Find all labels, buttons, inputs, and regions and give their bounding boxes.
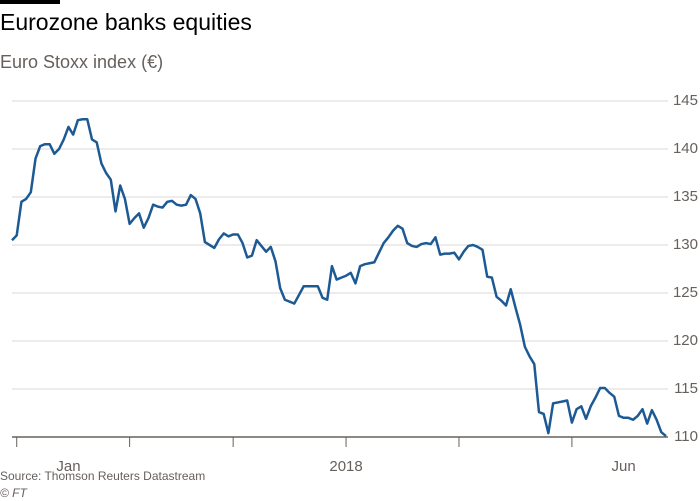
x-tick-label: Jan xyxy=(56,458,80,475)
y-tick-label: 115 xyxy=(674,380,698,397)
credit: © FT xyxy=(0,486,29,500)
line-series xyxy=(11,117,667,438)
brand-bar xyxy=(0,0,60,4)
source: Source: Thomson Reuters Datastream xyxy=(0,469,205,483)
x-tick-label: Jun xyxy=(612,458,636,475)
y-tick-label: 145 xyxy=(673,92,698,109)
y-tick-label: 120 xyxy=(673,332,698,349)
y-tick-label: 125 xyxy=(673,284,698,301)
y-tick-label: 130 xyxy=(673,236,698,253)
x-tick-label: 2018 xyxy=(329,458,362,475)
y-tick-label: 135 xyxy=(673,188,698,205)
y-tick-label: 110 xyxy=(674,428,698,445)
chart-title: Eurozone banks equities xyxy=(0,9,252,35)
y-tick-label: 140 xyxy=(673,140,698,157)
chart-subtitle: Euro Stoxx index (€) xyxy=(0,52,163,72)
